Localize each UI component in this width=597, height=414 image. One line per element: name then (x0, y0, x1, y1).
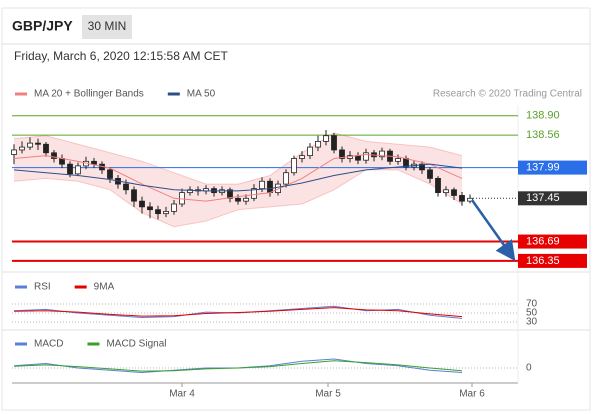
frame (1, 7, 591, 411)
candle-body (11, 149, 17, 155)
ma50-line (13, 163, 463, 192)
candle-body (51, 152, 57, 159)
candle-body (339, 149, 345, 159)
candle-body (171, 203, 177, 212)
level-label: 136.69 (526, 235, 560, 247)
candle-body (147, 206, 153, 211)
candle-body (435, 177, 441, 194)
candle-body (259, 180, 265, 190)
symbol: GBP/JPY (12, 18, 73, 34)
candle-body (299, 155, 305, 159)
candle-body (307, 146, 313, 157)
ma20-line (13, 153, 463, 202)
legend-label: RSI (34, 282, 51, 293)
candle-body (419, 163, 425, 171)
candle-body (267, 180, 273, 194)
candle-body (67, 163, 73, 175)
level-badge (518, 191, 587, 206)
candle-body (323, 135, 329, 142)
candle-body (427, 169, 433, 179)
x-tick-label: Mar 4 (169, 389, 195, 400)
legend-label: MACD (34, 339, 63, 350)
candle-body (243, 197, 249, 202)
legend-label: MACD Signal (106, 339, 166, 350)
legend-label: MA 20 + Bollinger Bands (34, 89, 144, 100)
level-badge (518, 253, 587, 268)
level-badge (518, 160, 587, 175)
candle-body (187, 189, 193, 194)
candle-body (139, 200, 145, 208)
candle-body (451, 189, 457, 196)
candle-body (227, 189, 233, 199)
y-tick-label: 50 (526, 308, 538, 319)
interval[interactable]: 30 MIN (88, 19, 127, 33)
level-badge (518, 234, 587, 249)
candle-body (283, 172, 289, 185)
indicator-line (13, 307, 463, 318)
legend-label: MA 50 (187, 89, 216, 100)
level-label: 138.90 (526, 110, 560, 122)
candle-body (395, 158, 401, 162)
candle-body (443, 189, 449, 194)
x-tick-label: Mar 5 (315, 389, 341, 400)
candle-body (75, 165, 81, 175)
candle-body (355, 155, 361, 161)
candle-body (379, 150, 385, 158)
interval-badge[interactable] (82, 15, 132, 39)
candle-body (59, 158, 65, 165)
level-label: 137.99 (526, 161, 560, 173)
price-panel: 138.90 138.56 137.99 137.45 136.69 136.35 (11, 110, 587, 268)
candle-body (251, 188, 257, 199)
bollinger-lower (13, 169, 463, 228)
candle-body (91, 160, 97, 165)
candle-body (163, 210, 169, 215)
indicator-line (13, 360, 463, 372)
y-tick-label: 70 (526, 299, 538, 310)
candle-body (179, 192, 185, 205)
candle-body (459, 195, 465, 202)
candle-body (35, 142, 41, 145)
forecast-arrow (470, 199, 516, 262)
candle-body (131, 189, 137, 202)
candle-body (107, 169, 113, 179)
y-tick-label: 0 (526, 363, 532, 374)
candle-body (123, 183, 129, 191)
candle-body (291, 158, 297, 174)
candle-body (331, 135, 337, 151)
candle-body (19, 146, 25, 151)
level-label: 136.35 (526, 255, 560, 267)
candle-body (315, 141, 321, 148)
x-tick-label: Mar 6 (459, 389, 485, 400)
candle-body (27, 142, 33, 148)
timestamp: Friday, March 6, 2020 12:15:58 AM CET (14, 49, 229, 63)
credit: Research © 2020 Trading Central (433, 89, 582, 100)
candle-body (235, 197, 241, 202)
macd-panel: MACD MACD Signal 0 (12, 339, 532, 374)
candle-body (43, 143, 49, 154)
level-label: 137.45 (526, 192, 560, 204)
legend-label: 9MA (94, 282, 115, 293)
candle-body (155, 209, 161, 215)
bollinger-upper (13, 132, 463, 185)
y-tick-label: 30 (526, 317, 538, 328)
candle-body (363, 152, 369, 161)
level-label: 138.56 (526, 129, 560, 141)
